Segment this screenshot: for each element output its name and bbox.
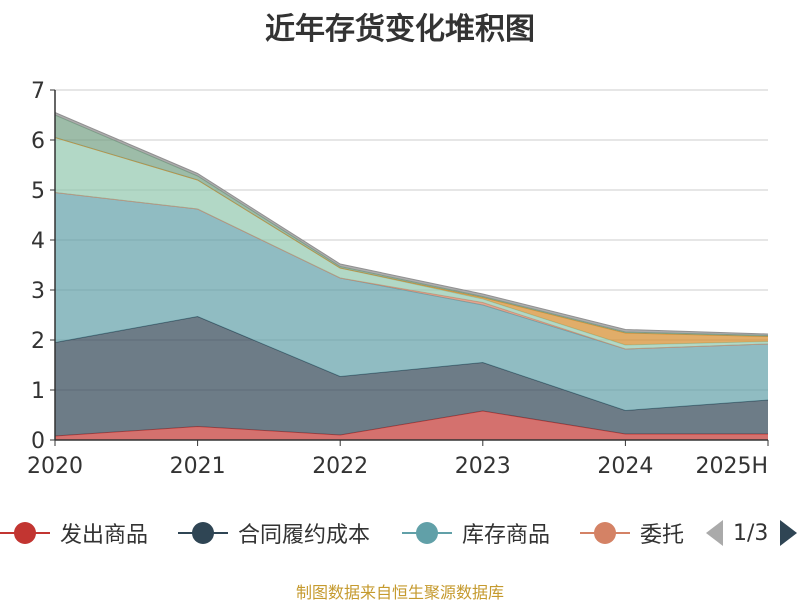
- x-tick-label-1: 2021: [170, 454, 226, 479]
- axes: 0 1 2 3 4 5 6 7 2020 2021 2022 2023 2024 2025H: [27, 79, 769, 479]
- legend-marker-1: [178, 515, 228, 551]
- legend-label-1: 合同履约成本: [238, 523, 371, 548]
- x-tick-label-0: 2020: [27, 454, 83, 479]
- legend-next-icon[interactable]: [780, 520, 798, 546]
- legend-page-indicator: 1/3: [733, 520, 769, 546]
- legend-item-2[interactable]: 库存商品: [402, 515, 550, 551]
- legend: 发出商品 合同履约成本 库存商品 委托 1/3: [0, 515, 800, 555]
- legend-item-1[interactable]: 合同履约成本: [178, 515, 370, 551]
- chart-title: 近年存货变化堆积图: [265, 12, 535, 47]
- y-tick-label-7: 7: [31, 79, 45, 104]
- y-tick-label-3: 3: [31, 279, 45, 304]
- x-tick-label-3: 2023: [455, 454, 511, 479]
- legend-pager: 1/3: [700, 515, 800, 551]
- legend-label-3: 委托: [640, 523, 685, 548]
- legend-item-3[interactable]: 委托: [580, 515, 684, 551]
- legend-label-0: 发出商品: [60, 523, 149, 548]
- x-tick-label-5: 2025H: [695, 454, 768, 479]
- legend-prev-icon[interactable]: [706, 520, 723, 546]
- x-tick-label-2: 2022: [312, 454, 368, 479]
- legend-label-2: 库存商品: [462, 523, 551, 548]
- x-tick-label-4: 2024: [597, 454, 653, 479]
- legend-marker-0: [0, 515, 50, 551]
- y-tick-label-0: 0: [31, 429, 45, 454]
- legend-marker-2: [402, 515, 452, 551]
- legend-marker-3: [580, 515, 630, 551]
- area-series-group: [54, 112, 769, 440]
- y-tick-label-2: 2: [31, 329, 45, 354]
- y-tick-label-5: 5: [31, 179, 45, 204]
- area-series-2: [55, 192, 768, 411]
- area-series-0: [55, 411, 768, 440]
- y-tick-label-6: 6: [31, 129, 45, 154]
- y-tick-label-1: 1: [31, 379, 45, 404]
- area-series-1: [55, 316, 768, 436]
- y-tick-label-4: 4: [31, 229, 45, 254]
- data-source-note: 制图数据来自恒生聚源数据库: [295, 583, 504, 602]
- area-series-line-7: [54, 112, 769, 335]
- legend-item-0[interactable]: 发出商品: [0, 515, 148, 551]
